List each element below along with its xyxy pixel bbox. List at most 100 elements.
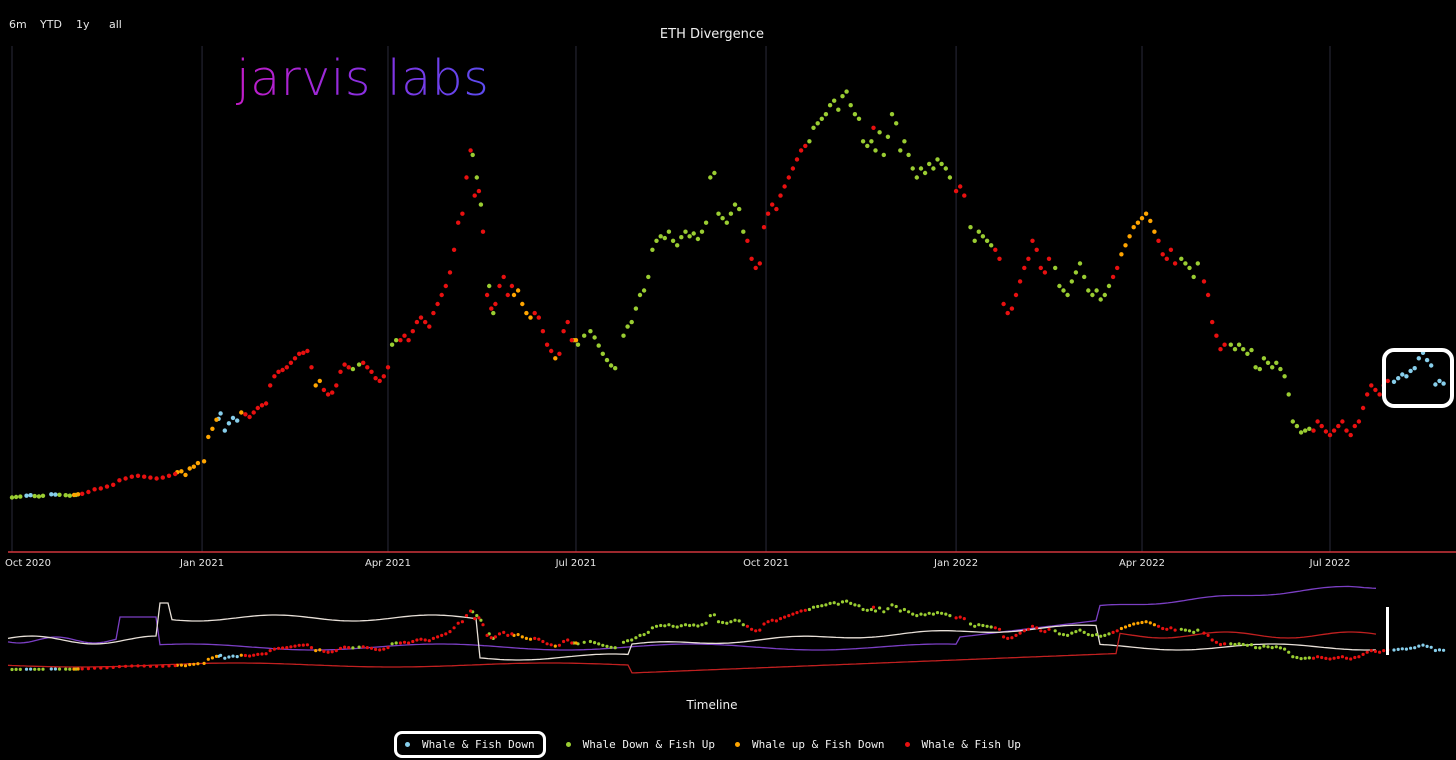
data-point-whale-down-fish-up [737,206,742,212]
navigator-point [1344,656,1349,660]
navigator-point [824,603,828,607]
range-button-ytd[interactable]: YTD [40,18,62,31]
navigator-point [692,623,696,627]
data-point-whale-fish-down [1391,379,1397,384]
navigator-point [1229,642,1233,646]
navigator-point [1039,629,1043,633]
data-point-whale-down-fish-up [840,94,845,99]
data-point-whale-fish-up [268,383,273,388]
data-point-whale-down-fish-up [836,107,841,112]
legend-item-whale-down-fish-up[interactable]: Whale Down & Fish Up [565,738,715,751]
data-point-whale-down-fish-up [57,492,62,497]
data-point-whale-fish-up [1013,292,1019,298]
data-point-whale-up-fish-down [195,460,201,466]
navigator-point [188,663,192,667]
navigator-point [962,617,966,621]
range-button-6m[interactable]: 6m [9,18,27,31]
navigator-handle[interactable] [1386,607,1389,655]
navigator-point [1115,629,1119,633]
data-point-whale-down-fish-up [683,229,688,234]
data-point-whale-down-fish-up [470,152,475,158]
data-point-whale-down-fish-up [1106,283,1112,289]
navigator-point [256,652,260,656]
data-point-whale-down-fish-up [947,175,953,180]
navigator-point [1425,644,1429,648]
data-point-whale-fish-up [98,486,104,491]
data-point-whale-down-fish-up [1290,419,1296,424]
legend-item-whale-fish-down[interactable]: Whale & Fish Down [394,730,546,758]
data-point-whale-up-fish-down [317,378,322,384]
navigator-point [72,667,76,671]
data-point-whale-up-fish-down [511,292,517,298]
navigator-point [1140,620,1144,625]
data-point-whale-fish-up [536,315,541,320]
data-point-whale-down-fish-up [487,283,492,289]
navigator-point [1413,646,1417,650]
data-point-whale-fish-up [1156,238,1161,243]
data-point-whale-fish-up [385,365,391,370]
data-point-whale-down-fish-up [650,247,655,252]
data-point-whale-fish-up [745,238,750,243]
data-point-whale-down-fish-up [741,229,746,234]
navigator-point [919,612,923,616]
navigator-point [1365,650,1369,654]
navigator-point [223,656,227,660]
data-point-whale-fish-up [1373,387,1378,393]
navigator-point [582,640,586,644]
legend-item-whale-fish-up[interactable]: Whale & Fish Up [904,738,1021,751]
navigator-point [1070,631,1074,635]
data-point-whale-fish-up [1222,342,1227,347]
range-button-all[interactable]: all [109,18,122,31]
navigator-point [1328,657,1332,661]
navigator-point [297,643,301,647]
data-point-whale-down-fish-up [582,333,587,338]
navigator-point [264,652,268,656]
data-point-whale-up-fish-down [214,417,219,422]
data-point-whale-down-fish-up [691,231,696,236]
navigator-point [394,641,398,645]
data-point-whale-down-fish-up [621,333,626,338]
data-point-whale-fish-up [549,348,554,354]
data-point-whale-fish-down [1396,376,1401,381]
navigator-point [1421,643,1425,647]
navigator-point [57,667,62,671]
navigator-point [935,611,940,615]
data-point-whale-fish-up [272,374,277,379]
navigator-point [931,612,936,616]
navigator-point [361,645,365,649]
navigator-point [1287,650,1291,654]
data-point-whale-fish-up [953,188,959,194]
gridlines [11,46,1331,552]
navigator-point [1152,623,1156,627]
legend-item-whale-up-fish-down[interactable]: Whale up & Fish Down [735,738,885,751]
navigator-point [173,664,177,668]
navigator-point [80,667,84,671]
navigator-point [799,609,803,613]
data-point-whale-fish-down [1437,378,1442,384]
navigator-point [927,611,931,615]
data-point-whale-fish-up [414,319,420,325]
data-point-whale-up-fish-down [1143,211,1149,216]
data-point-whale-up-fish-down [1152,229,1157,234]
data-point-whale-fish-up [505,292,510,298]
navigator-point [326,650,330,654]
navigator-point [650,626,655,630]
navigator-point [588,639,593,644]
range-button-1y[interactable]: 1y [76,18,90,31]
chart-title: ETH Divergence [659,27,765,42]
main-plot[interactable]: Oct 2020 Jan 2021 Apr 2021 Jul 2021 Oct 2021… [0,0,1456,575]
navigator-point [436,635,440,639]
navigator-point [832,601,836,605]
navigator-point [161,664,165,668]
data-point-whale-down-fish-up [491,310,496,316]
data-point-whale-fish-up [765,211,771,216]
timeline-navigator[interactable] [0,585,1456,695]
legend-label: Whale & Fish Down [422,737,535,751]
navigator-point [997,627,1002,631]
navigator-point [1010,636,1014,640]
data-point-whale-down-fish-up [1249,347,1254,353]
legend-marker [405,741,410,747]
data-point-whale-fish-down [1412,366,1417,371]
data-point-whale-fish-down [1433,382,1438,387]
navigator-point [553,644,557,648]
